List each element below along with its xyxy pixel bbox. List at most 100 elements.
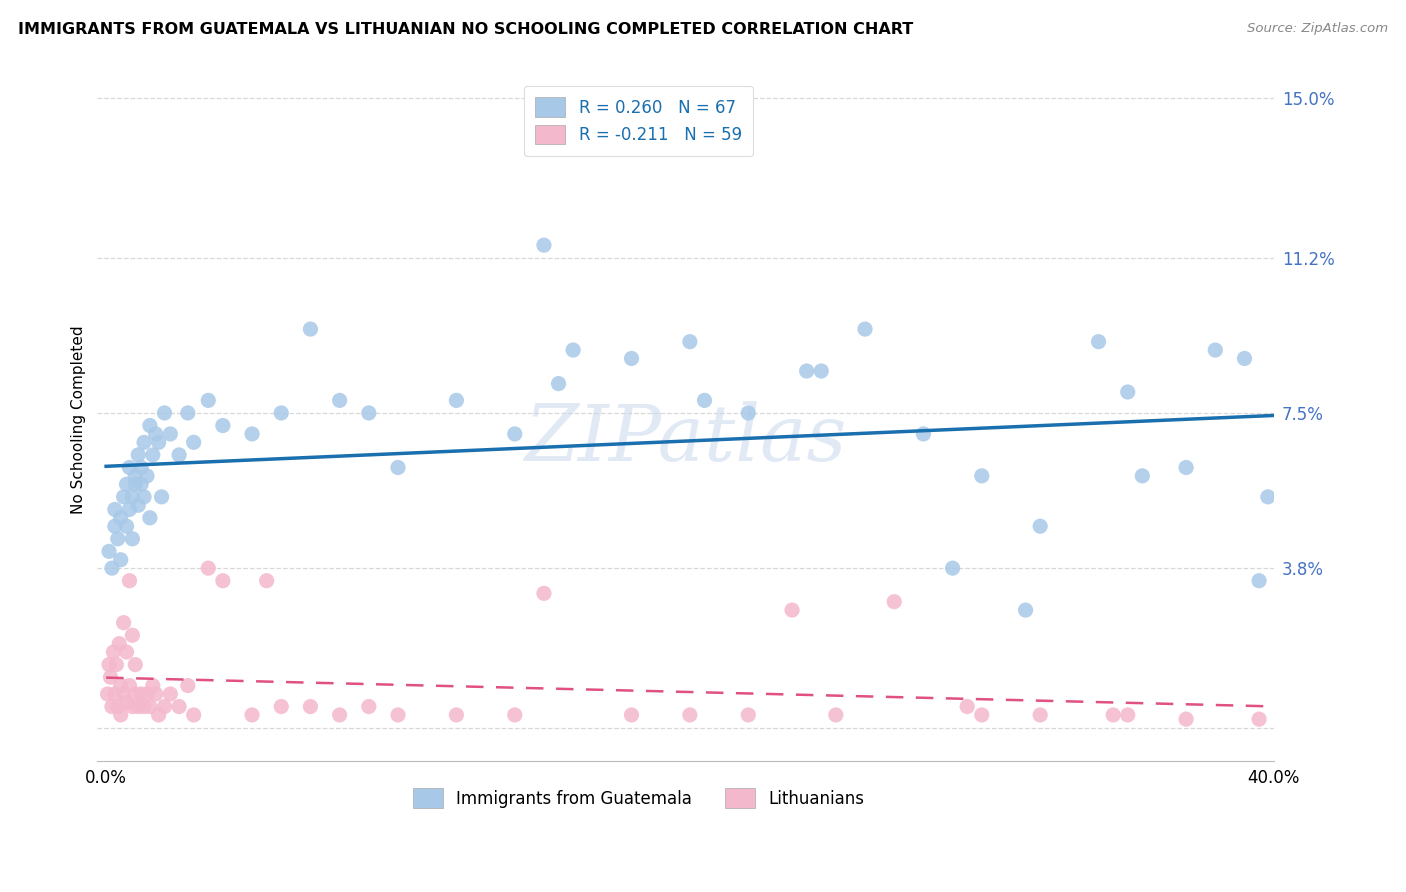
Point [970,708,993,723]
Point [159,687,181,701]
Point [118,574,141,588]
Point [142,679,165,693]
Point [956,699,979,714]
Point [121,532,143,546]
Point [159,426,181,441]
Point [212,418,235,433]
Point [115,645,138,659]
Point [108,637,131,651]
Point [153,406,176,420]
Point [329,393,352,408]
Point [110,708,132,723]
Point [136,687,159,701]
Point [1204,343,1226,357]
Point [387,460,409,475]
Point [824,708,846,723]
Y-axis label: No Schooling Completed: No Schooling Completed [72,325,86,514]
Point [112,615,135,630]
Point [912,426,935,441]
Point [737,406,759,420]
Point [127,448,149,462]
Point [104,502,127,516]
Point [1233,351,1256,366]
Point [148,708,170,723]
Point [101,699,124,714]
Point [107,699,129,714]
Point [1130,468,1153,483]
Point [115,477,138,491]
Point [942,561,965,575]
Legend: Immigrants from Guatemala, Lithuanians: Immigrants from Guatemala, Lithuanians [406,781,872,814]
Point [183,708,205,723]
Point [129,460,152,475]
Point [197,393,219,408]
Point [503,708,526,723]
Point [132,490,155,504]
Point [1029,519,1052,533]
Point [533,238,555,252]
Point [446,393,468,408]
Point [329,708,352,723]
Point [693,393,716,408]
Point [132,435,155,450]
Point [121,699,143,714]
Point [110,553,132,567]
Point [115,695,138,709]
Point [853,322,876,336]
Point [197,561,219,575]
Point [270,699,292,714]
Point [1249,574,1271,588]
Point [1014,603,1036,617]
Text: IMMIGRANTS FROM GUATEMALA VS LITHUANIAN NO SCHOOLING COMPLETED CORRELATION CHART: IMMIGRANTS FROM GUATEMALA VS LITHUANIAN … [18,22,914,37]
Point [503,426,526,441]
Point [562,343,585,357]
Point [107,532,129,546]
Point [883,595,905,609]
Point [167,448,190,462]
Point [299,322,322,336]
Point [620,708,643,723]
Point [110,511,132,525]
Point [115,519,138,533]
Point [139,418,162,433]
Point [98,544,121,558]
Point [139,699,162,714]
Point [132,699,155,714]
Point [112,687,135,701]
Point [104,687,127,701]
Point [167,699,190,714]
Point [1102,708,1125,723]
Point [212,574,235,588]
Text: ZIPatlas: ZIPatlas [524,401,846,478]
Point [103,645,125,659]
Point [1116,384,1139,399]
Point [446,708,468,723]
Point [124,657,146,672]
Point [118,679,141,693]
Point [780,603,803,617]
Point [124,687,146,701]
Point [357,699,380,714]
Point [105,657,128,672]
Point [1087,334,1109,349]
Point [1029,708,1052,723]
Point [127,699,149,714]
Point [150,490,173,504]
Point [129,687,152,701]
Point [183,435,205,450]
Point [1116,708,1139,723]
Point [1249,712,1271,726]
Point [547,376,569,391]
Point [101,561,124,575]
Point [1257,490,1279,504]
Point [270,406,292,420]
Point [112,490,135,504]
Point [145,687,167,701]
Point [240,708,263,723]
Point [620,351,643,366]
Point [136,468,159,483]
Point [679,334,702,349]
Point [129,477,152,491]
Point [145,426,167,441]
Point [533,586,555,600]
